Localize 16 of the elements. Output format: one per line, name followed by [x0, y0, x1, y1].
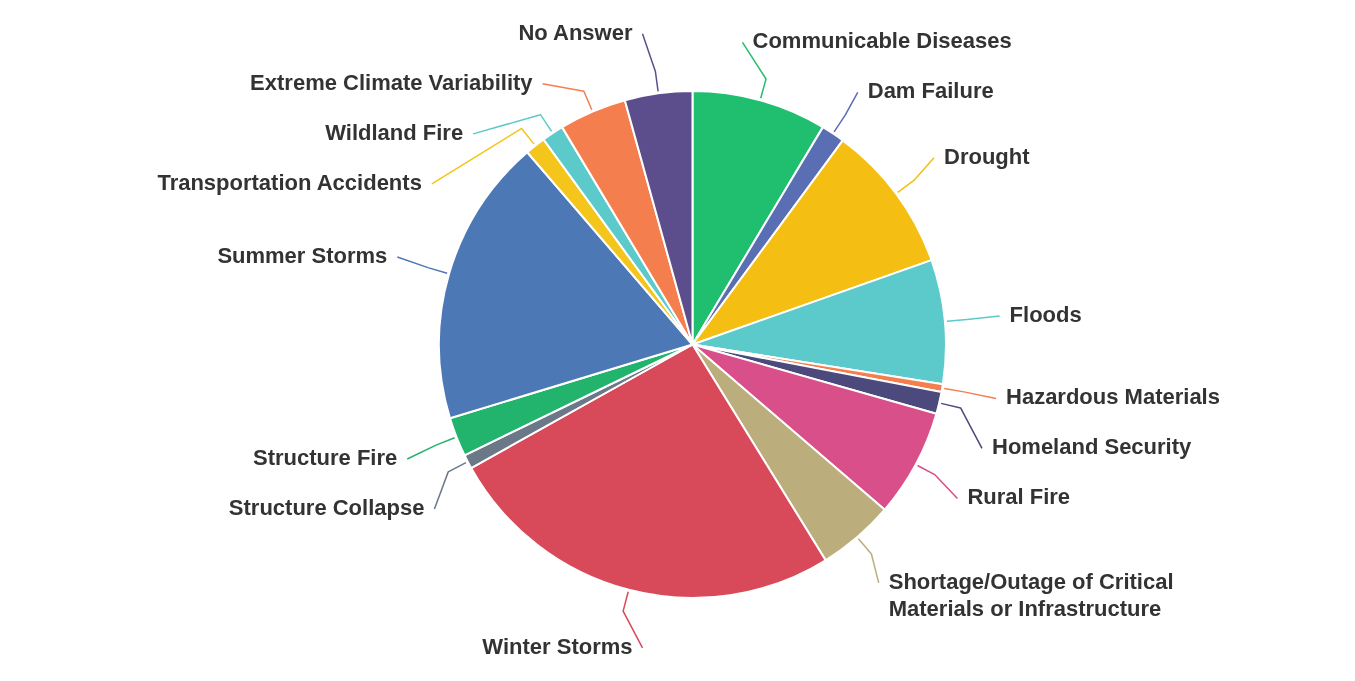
slice-label: Winter Storms	[482, 633, 633, 659]
slice-label: Homeland Security	[991, 434, 1193, 460]
slice-label: Extreme Climate Variability	[250, 69, 534, 95]
slice-label: Summer Storms	[217, 243, 388, 269]
slice-label: Structure Fire	[252, 445, 398, 471]
slice-label: Hazardous Materials	[1006, 384, 1220, 410]
slice-label: Communicable Diseases	[752, 28, 1012, 54]
slice-label: Shortage/Outage of Critical Materials or Infrastructure	[888, 568, 1174, 621]
slice-label: Drought	[944, 143, 1031, 169]
slice-label: Floods	[1009, 302, 1082, 328]
slice-label: Structure Collapse	[228, 495, 425, 521]
slice-label: Rural Fire	[967, 484, 1071, 510]
slice-label: No Answer	[518, 19, 633, 45]
slice-label: Wildland Fire	[325, 119, 464, 145]
slice-label: Transportation Accidents	[157, 169, 422, 195]
slice-label: Dam Failure	[867, 78, 994, 104]
